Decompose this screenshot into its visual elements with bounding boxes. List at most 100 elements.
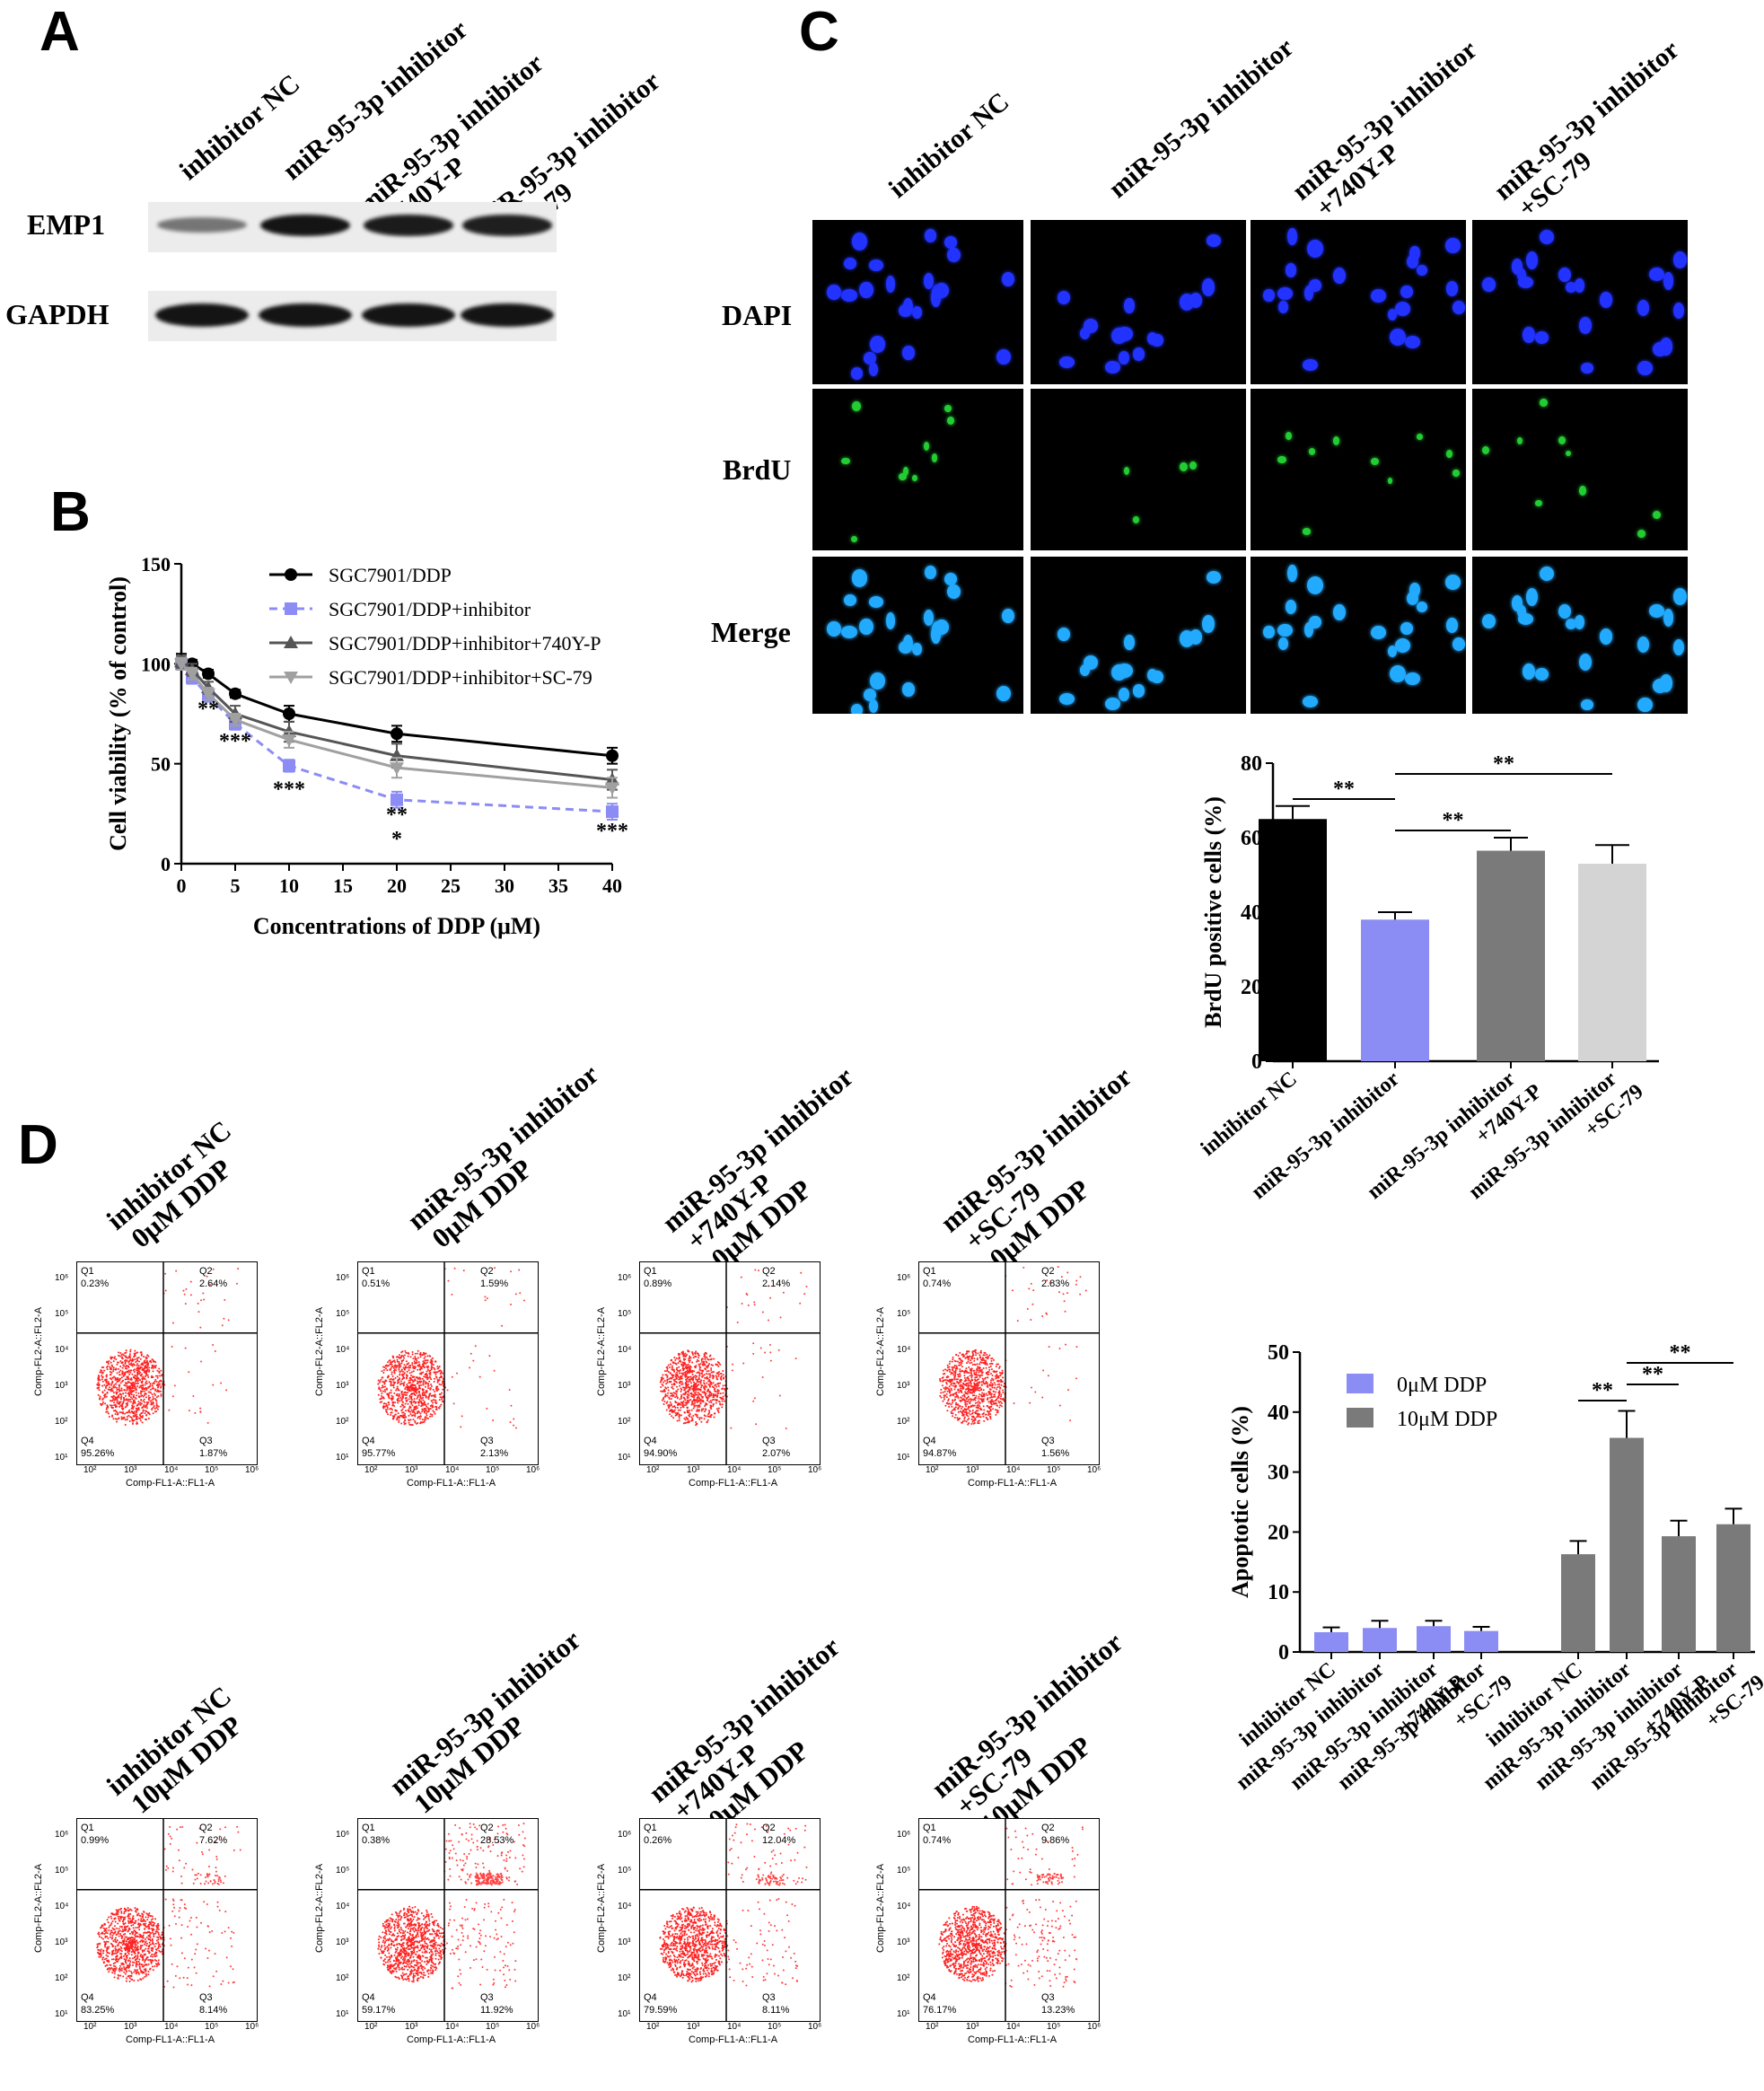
cell-nucleus (1124, 466, 1130, 476)
cell-nucleus (844, 257, 856, 269)
if-row-label-merge: Merge (711, 616, 791, 648)
data-point (391, 793, 403, 806)
cell-nucleus (1516, 605, 1527, 618)
quadrant-percent: 76.17% (923, 2005, 957, 2016)
cell-nucleus (1581, 363, 1593, 374)
flow-y-tick-label: 10⁶ (897, 1830, 911, 1840)
if-column-label: miR-95-3p inhibitor +740Y-P (1286, 35, 1501, 228)
flow-x-tick-label: 10⁴ (445, 2022, 460, 2032)
blot-band-emp1 (364, 215, 453, 236)
cell-nucleus (902, 682, 915, 697)
quadrant-percent: 1.87% (199, 1448, 228, 1459)
flow-scatter (919, 1262, 1099, 1464)
flow-scatter (640, 1262, 820, 1464)
cell-nucleus (1058, 693, 1075, 706)
cell-nucleus (1535, 330, 1549, 344)
cell-nucleus (1511, 595, 1523, 611)
y-tick-label: 100 (141, 653, 171, 675)
quadrant-name: Q3 (762, 1436, 776, 1446)
flow-plot: Q1 Q2 Q3 Q4 0.38% 28.53% 11.92% 59.17% (357, 1818, 539, 2022)
flow-y-tick-label: 10³ (55, 1381, 68, 1391)
bar (1561, 1554, 1595, 1652)
cell-nucleus (1672, 251, 1687, 268)
cell-nucleus (1565, 618, 1576, 630)
significance-mark: * (391, 828, 402, 851)
cell-nucleus (1308, 447, 1316, 455)
if-image-dapi (1472, 220, 1688, 384)
quadrant-name: Q3 (762, 1992, 776, 2003)
cell-nucleus (1302, 696, 1318, 708)
flow-x-axis-label: Comp-FL1-A::FL1-A (689, 1478, 778, 1489)
flow-scatter (77, 1262, 257, 1464)
data-point (283, 707, 295, 720)
cell-nucleus (1648, 604, 1664, 619)
cell-nucleus (1179, 461, 1188, 472)
cell-nucleus (1389, 328, 1406, 346)
flow-y-tick-label: 10¹ (55, 1453, 68, 1463)
if-image-merge (1031, 557, 1246, 714)
cell-nucleus (1370, 625, 1386, 640)
cell-nucleus (1058, 356, 1075, 369)
quadrant-name: Q1 (362, 1266, 375, 1277)
cell-nucleus (923, 609, 934, 627)
cell-nucleus (1452, 469, 1460, 478)
cell-nucleus (864, 689, 877, 702)
flow-x-tick-label: 10⁶ (245, 2022, 259, 2032)
flow-x-tick-label: 10⁶ (1087, 2022, 1101, 2032)
flow-y-tick-label: 10¹ (897, 1453, 910, 1463)
quadrant-percent: 0.51% (362, 1278, 391, 1289)
cell-nucleus (1302, 528, 1311, 535)
cell-nucleus (1516, 268, 1527, 281)
cell-nucleus (1332, 268, 1346, 285)
blot-strip-emp1 (148, 202, 557, 252)
cell-nucleus (1405, 336, 1420, 349)
quadrant-percent: 8.11% (762, 2005, 790, 2016)
cell-nucleus (1285, 262, 1297, 277)
cell-nucleus (868, 259, 883, 271)
cell-nucleus (1206, 234, 1222, 248)
cell-nucleus (1518, 276, 1534, 288)
cell-nucleus (1558, 603, 1571, 619)
quadrant-name: Q3 (199, 1436, 213, 1446)
cell-nucleus (1119, 351, 1129, 365)
cell-nucleus (1673, 303, 1685, 320)
flow-x-tick-label: 10³ (405, 1465, 418, 1475)
flow-scatter (919, 1819, 1099, 2021)
flow-y-axis-label: Comp-FL2-A::FL2-A (33, 1306, 44, 1396)
cell-nucleus (1370, 288, 1386, 303)
flow-y-tick-label: 10⁵ (897, 1309, 911, 1319)
cell-nucleus (1084, 319, 1099, 333)
y-axis-label: BrdU positive cells (%) (1200, 796, 1226, 1028)
cell-nucleus (899, 641, 913, 655)
flow-y-tick-label: 10² (336, 1417, 349, 1427)
x-tick-label: 35 (549, 874, 568, 897)
cell-nucleus (1147, 332, 1158, 346)
cell-nucleus (944, 236, 958, 250)
flow-y-tick-label: 10⁴ (897, 1345, 911, 1355)
cell-nucleus (868, 595, 883, 608)
flow-plot: Q1 Q2 Q3 Q4 0.74% 9.86% 13.23% 76.17% (918, 1818, 1100, 2022)
cell-nucleus (1445, 575, 1461, 590)
quadrant-percent: 2.13% (480, 1448, 509, 1459)
cell-nucleus (1526, 588, 1539, 606)
x-tick-label: 15 (333, 874, 353, 897)
blot-band-gapdh (259, 303, 352, 327)
cell-nucleus (1581, 699, 1593, 711)
data-point (285, 602, 297, 615)
significance-mark: ** (1670, 1341, 1691, 1365)
cell-nucleus (947, 584, 961, 600)
cell-nucleus (859, 618, 873, 635)
flow-x-tick-label: 10⁴ (1006, 2022, 1021, 2032)
data-point (284, 672, 298, 684)
flow-y-tick-label: 10³ (618, 1937, 631, 1947)
cell-nucleus (1660, 338, 1672, 356)
flow-x-tick-label: 10⁵ (1047, 1465, 1061, 1475)
cell-nucleus (899, 473, 907, 480)
cell-nucleus (850, 535, 858, 543)
quadrant-name: Q4 (644, 1992, 657, 2003)
flow-x-tick-label: 10² (646, 2022, 660, 2032)
quadrant-percent: 0.38% (362, 1835, 391, 1846)
bar (1716, 1524, 1751, 1652)
flow-x-tick-label: 10³ (966, 1465, 979, 1475)
flow-x-tick-label: 10⁴ (445, 1465, 460, 1475)
